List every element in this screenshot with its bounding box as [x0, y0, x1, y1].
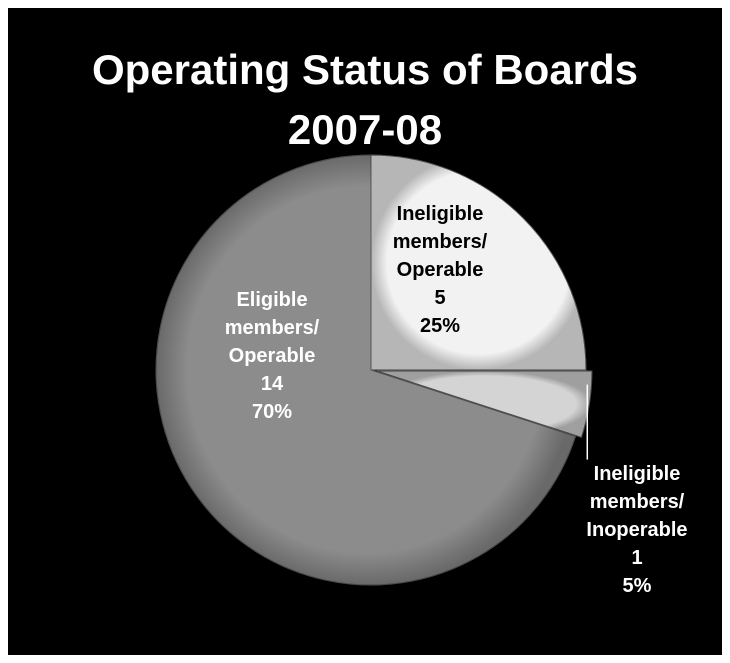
percent-label: 5%: [622, 575, 652, 597]
data-label: Ineligible members/ Operable 5 25%: [375, 200, 505, 340]
value-label: 5: [434, 287, 446, 309]
slice-shade: [371, 155, 586, 370]
value-label: 1: [631, 547, 643, 569]
chart-title-box: Operating Status of Boards 2007-08: [0, 40, 730, 160]
percent-label: 25%: [419, 315, 461, 337]
category-label: Ineligible members/ Inoperable: [586, 463, 688, 541]
category-label: Ineligible members/ Operable: [392, 203, 488, 281]
data-label: Eligible members/ Operable 14 70%: [207, 286, 337, 426]
percent-label: 70%: [251, 401, 293, 423]
data-label: Ineligible members/ Inoperable 1 5%: [572, 460, 702, 600]
category-label: Eligible members/ Operable: [224, 289, 320, 367]
slice-shade: [376, 370, 592, 438]
slice-shade: [156, 155, 576, 585]
chart-title: Operating Status of Boards 2007-08: [91, 46, 639, 153]
value-label: 14: [260, 373, 284, 395]
